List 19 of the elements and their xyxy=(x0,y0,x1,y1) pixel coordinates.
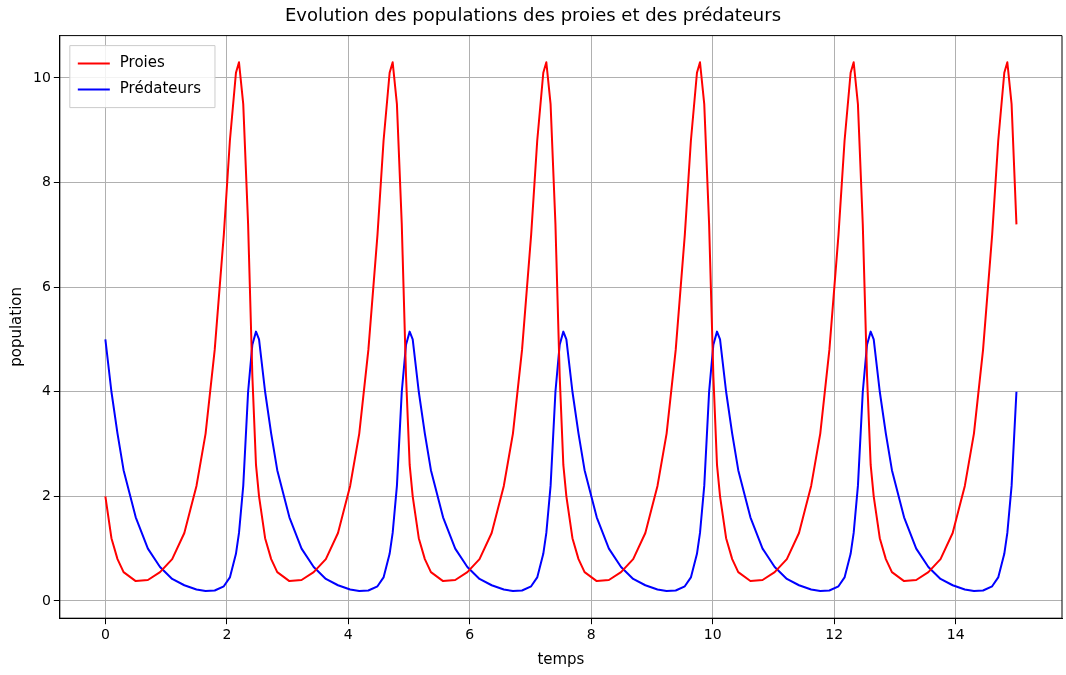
x-tick-label: 12 xyxy=(825,626,844,643)
x-axis-title: temps xyxy=(537,649,585,668)
x-tick-label: 4 xyxy=(343,626,353,643)
x-tick-label: 0 xyxy=(100,626,110,643)
y-tick-label: 8 xyxy=(41,173,51,190)
x-tick-label: 6 xyxy=(465,626,475,643)
y-axis-title: population xyxy=(6,286,25,367)
y-tick-label: 2 xyxy=(41,486,51,503)
y-tick-label: 0 xyxy=(41,591,51,608)
y-tick-label: 6 xyxy=(41,277,51,294)
legend-label: Proies xyxy=(119,53,166,72)
legend-label: Prédateurs xyxy=(119,79,202,98)
x-tick-label: 8 xyxy=(586,626,596,643)
chart-title: Evolution des populations des proies et des prédateurs xyxy=(284,4,782,26)
x-tick-label: 10 xyxy=(703,626,722,643)
y-tick-label: 10 xyxy=(32,68,51,85)
x-tick-label: 2 xyxy=(222,626,232,643)
x-tick-label: 14 xyxy=(946,626,965,643)
y-tick-label: 4 xyxy=(41,382,51,399)
